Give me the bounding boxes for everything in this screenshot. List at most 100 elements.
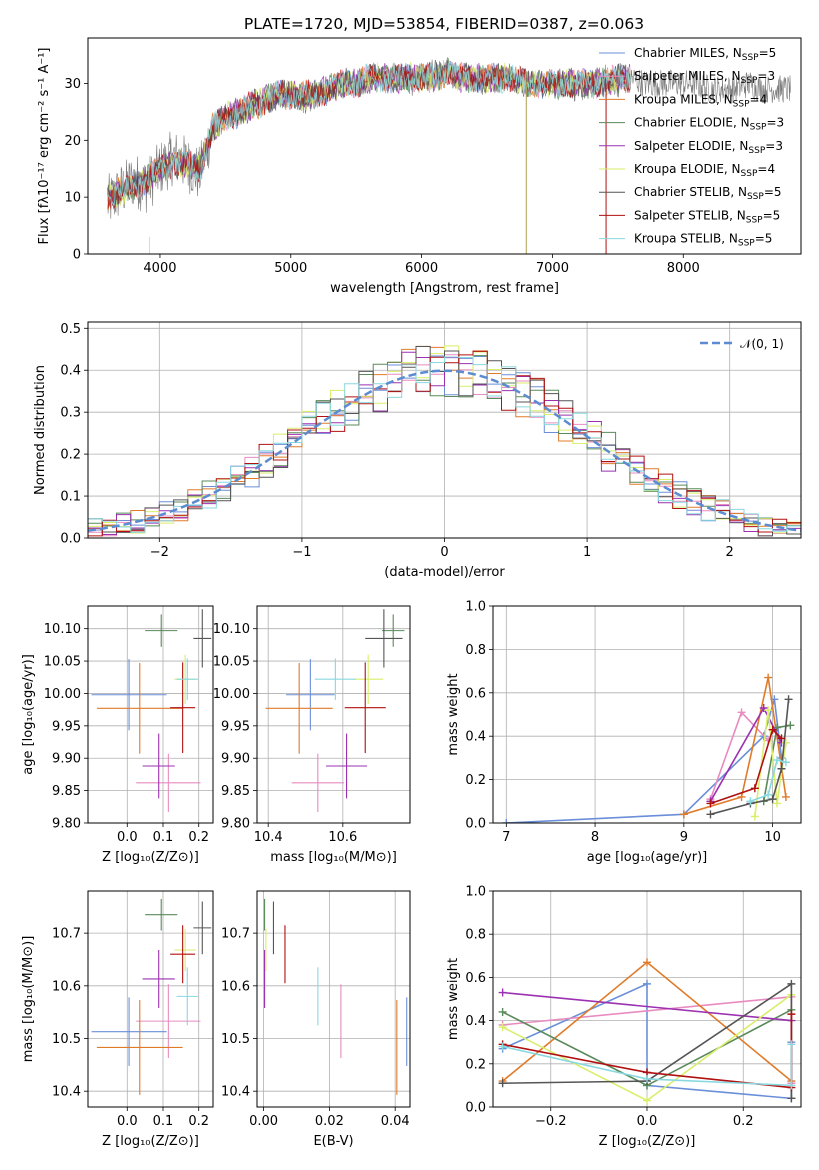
series-kroupa-stelib [746,756,790,806]
errorbar-chabrier-miles [91,997,167,1066]
legend-label-chabrier-stelib: Chabrier STELIB, NSSP=5 [634,185,782,202]
plot-area-mass_weight_vs_Z [498,958,796,1105]
y-tick-label: 9.80 [221,817,250,832]
errorbar-salpeter-stelib [170,662,196,754]
series-line [502,1044,793,1087]
series-line [750,759,787,803]
x-tick-label: 1 [583,545,591,560]
series-marker [498,1079,507,1088]
plot-area-mass_weight_vs_age [502,673,795,823]
y-tick-label: 10.00 [44,687,81,702]
legend-label-kroupa-stelib: Kroupa STELIB, NSSP=5 [634,232,772,249]
errorbar-chabrier-stelib [193,609,212,668]
y-tick-label: 0.4 [465,1014,486,1029]
series-marker [777,764,786,773]
errorbar-kroupa-stelib [176,658,198,700]
y-tick-label: 9.95 [52,719,81,734]
errorbar-salpeter-elodie [142,733,175,799]
series-marker [764,706,773,715]
series-marker [643,958,651,967]
y-tick-label: 1.0 [465,600,486,615]
plot-area-age_vs_Z [91,609,212,812]
y-tick-label: 9.95 [221,719,250,734]
legend-label-kroupa-elodie: Kroupa ELODIE, NSSP=4 [634,162,775,179]
y-tick-label: 0.3 [60,406,81,421]
series-line [754,710,787,817]
errorbar-kroupa-elodie [174,928,196,972]
y-tick-label: 10.6 [221,979,250,994]
y-tick-label: 0.6 [465,971,486,986]
axes-mass_weight_vs_Z: −0.2 0.0 0.2 0.0 0.2 0.4 0.6 0.8 1.0 Z [log₁₀(Z/Z… [446,885,802,1149]
errorbar-chabrier-stelib [365,609,403,668]
axes-frame [87,321,802,539]
x-tick-label: 10.6 [328,830,357,845]
y-tick-label: 9.85 [52,784,81,799]
errorbar-chabrier-elodie [145,898,178,931]
x-axis-label: Z [log₁₀(Z/Z⊙)] [599,1134,696,1149]
legend-label-normal: 𝒩(0, 1) [740,337,784,351]
legend-label-salpeter-stelib: Salpeter STELIB, NSSP=5 [634,208,780,225]
series-marker [643,1074,651,1083]
series-marker [764,790,773,799]
series-marker [750,784,759,793]
y-tick-label: 10.7 [221,927,250,942]
series-marker [787,979,796,988]
errorbar-kroupa-elodie [353,654,384,704]
series-marker [768,795,777,804]
x-tick-label: 0.00 [249,1114,278,1129]
series-marker [498,1023,507,1032]
y-tick-label: 1.0 [465,885,486,900]
axes-age_vs_mass: 10.4 10.6 9.80 9.85 9.90 9.95 10.00 10.05 10.10 m… [213,605,411,865]
series-marker [787,1010,796,1019]
x-tick-label: 2 [726,545,734,560]
series-marker [777,734,786,743]
series-marker [737,792,746,801]
errorbar-salpeter-elodie [142,950,175,1008]
x-axis-label: wavelength [Angstrom, rest frame] [330,281,559,296]
series-marker [786,721,795,730]
errorbar-salpeter-stelib [344,662,386,754]
axes-age_vs_Z: 0.0 0.1 0.2 9.80 9.85 9.90 9.95 10.00 10.05 10.10… [21,605,214,865]
histogram-chabrier-elodie [88,355,801,537]
legend-label-chabrier-elodie: Chabrier ELODIE, NSSP=3 [634,116,784,133]
y-tick-label: 0.8 [465,643,486,658]
x-tick-label: 0.1 [153,830,174,845]
x-tick-label: 6000 [405,261,438,276]
y-tick-label: 10.05 [44,655,81,670]
series-marker [759,703,768,712]
x-tick-label: −0.2 [535,1114,567,1129]
histogram-kroupa-stelib [88,356,801,535]
axes-mass_vs_Z: 0.0 0.1 0.2 10.4 10.5 10.6 10.7 Z [log₁₀(Z/Z⊙)]… [21,890,214,1149]
series-marker [498,1007,507,1016]
legend-label-kroupa-miles: Kroupa MILES, NSSP=4 [634,92,767,109]
plot-area-mass_vs_Z [91,898,212,1095]
series-marker [737,708,746,717]
series-marker [781,738,790,747]
errorbar-salpeter-miles [291,753,344,812]
spectrum-model-salpeter-stelib [107,61,631,210]
x-tick-label: 0.2 [733,1114,754,1129]
y-axis-label: age [log₁₀(age/yr)] [21,654,36,775]
y-tick-label: 10.00 [213,687,250,702]
series-marker [498,1042,507,1051]
errorbar-kroupa-stelib [176,967,198,1026]
y-tick-label: 10.4 [221,1085,250,1100]
y-tick-label: 10.10 [213,622,250,637]
y-tick-label: 0.4 [465,730,486,745]
series-marker [781,758,790,767]
y-tick-label: 10.5 [52,1032,81,1047]
x-axis-label: age [log₁₀(age/yr)] [587,850,708,865]
y-tick-label: 10.5 [221,1032,250,1047]
series-kroupa-miles [679,673,790,819]
plot-area-age_vs_mass [265,609,405,812]
series-marker [781,792,790,801]
y-tick-label: 10.7 [52,927,81,942]
spectrum-model-kroupa-stelib [107,61,631,207]
plot-area-residual_histogram [88,345,801,537]
x-axis-label: Z [log₁₀(Z/Z⊙)] [102,850,199,865]
y-tick-label: 10.05 [213,655,250,670]
x-tick-label: 0.2 [188,830,209,845]
x-tick-label: 0.2 [188,1114,209,1129]
